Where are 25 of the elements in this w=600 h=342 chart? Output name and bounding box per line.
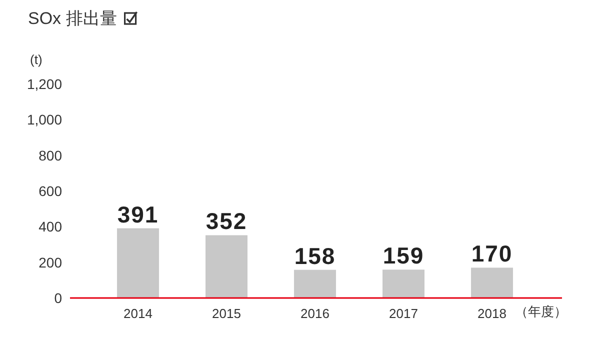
x-tick-label: 2014 bbox=[124, 306, 152, 321]
data-label: 158 bbox=[294, 242, 336, 269]
y-tick-label: 400 bbox=[38, 218, 62, 235]
data-label: 391 bbox=[117, 201, 159, 228]
y-tick-label: 600 bbox=[38, 183, 62, 199]
bar bbox=[117, 228, 159, 298]
data-label: 170 bbox=[471, 240, 513, 267]
y-tick-label: 200 bbox=[38, 254, 62, 270]
y-axis-title: (t) bbox=[30, 52, 42, 67]
chart-title: SOx 排出量 bbox=[28, 9, 117, 28]
bar bbox=[471, 268, 513, 298]
x-tick-label: 2018 bbox=[478, 306, 506, 321]
y-tick-label: 1,000 bbox=[26, 112, 62, 128]
x-tick-label: 2016 bbox=[300, 306, 330, 321]
bar bbox=[382, 270, 424, 298]
x-tick-label: 2017 bbox=[389, 306, 418, 321]
data-label: 159 bbox=[382, 242, 424, 269]
data-label: 352 bbox=[206, 208, 248, 234]
x-tick-label: 2015 bbox=[212, 306, 241, 321]
y-tick-label: 1,200 bbox=[26, 76, 62, 92]
y-tick-label: 800 bbox=[38, 147, 62, 164]
bar bbox=[206, 235, 248, 298]
bar bbox=[294, 270, 336, 298]
y-tick-label: 0 bbox=[54, 290, 62, 306]
x-axis-title: （年度） bbox=[515, 304, 567, 319]
